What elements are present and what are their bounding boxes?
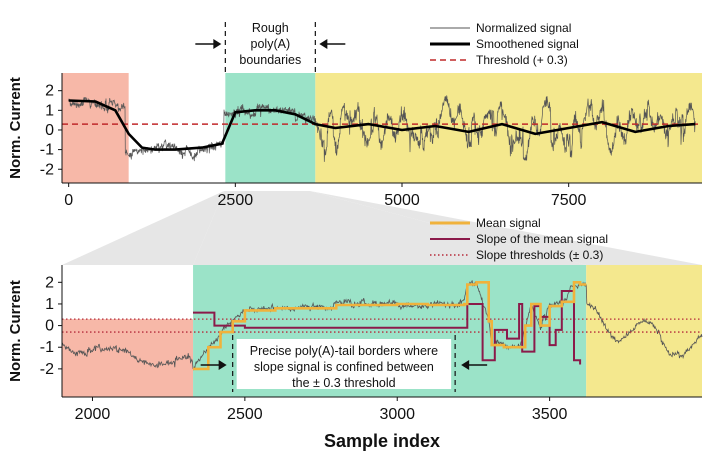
- x-tick-label-bottom: 2500: [227, 406, 263, 423]
- y-tick-label-top: -2: [40, 161, 54, 178]
- region-bottom-2: [586, 265, 702, 397]
- arrowhead-left-boundary: [213, 39, 222, 49]
- annotation-precise-background: [236, 339, 452, 389]
- series-mean-signal: [193, 281, 587, 371]
- y-tick-label-top: 1: [45, 102, 54, 119]
- series-slope-of-mean: [193, 290, 582, 365]
- y-axis-label-bottom: Norm. Current: [7, 280, 24, 382]
- annotation-rough-boundaries: boundaries: [239, 53, 301, 67]
- x-tick-label-bottom: 3000: [379, 406, 415, 423]
- zoom-connector-right: [310, 191, 702, 265]
- annotation-rough-boundaries: Rough: [252, 21, 289, 35]
- y-tick-label-top: 2: [45, 83, 54, 100]
- arrowhead-precise-right: [461, 360, 470, 370]
- x-tick-label-top: 0: [64, 192, 73, 209]
- annotation-rough-boundaries: poly(A): [251, 37, 291, 51]
- zoom-connector: [193, 191, 587, 265]
- legend-label-bottom-0: Mean signal: [476, 216, 541, 230]
- x-tick-label-bottom: 3500: [532, 406, 568, 423]
- series-normalized-signal-top: [68, 95, 696, 162]
- x-tick-label-top: 2500: [218, 192, 254, 209]
- legend-label-top-1: Smoothened signal: [476, 37, 579, 51]
- legend-label-top-0: Normalized signal: [476, 21, 571, 35]
- y-tick-label-bottom: -2: [40, 361, 54, 378]
- annotation-precise-borders: slope signal is confined between: [254, 360, 434, 374]
- region-top-0: [62, 73, 129, 183]
- arrowhead-precise-left: [218, 360, 227, 370]
- y-tick-label-bottom: 2: [45, 274, 54, 291]
- y-tick-label-bottom: 0: [45, 318, 54, 335]
- y-tick-label-top: -1: [40, 142, 54, 159]
- x-tick-label-bottom: 2000: [75, 406, 111, 423]
- y-axis-label-top: Norm. Current: [7, 77, 24, 179]
- annotation-precise-borders: Precise poly(A)-tail borders where: [250, 344, 438, 358]
- legend-label-bottom-2: Slope thresholds (± 0.3): [476, 248, 603, 262]
- region-top-1: [225, 73, 316, 183]
- annotation-precise-borders: the ± 0.3 threshold: [292, 376, 396, 390]
- series-smoothened-signal: [68, 99, 696, 151]
- zoom-connector-left: [62, 191, 224, 265]
- x-tick-label-top: 7500: [551, 192, 587, 209]
- legend-label-top-2: Threshold (+ 0.3): [476, 53, 568, 67]
- y-tick-label-bottom: 1: [45, 296, 54, 313]
- legend-label-bottom-1: Slope of the mean signal: [476, 232, 608, 246]
- y-tick-label-top: 0: [45, 122, 54, 139]
- x-tick-label-top: 5000: [384, 192, 420, 209]
- arrowhead-right-boundary: [319, 39, 328, 49]
- region-bottom-0: [62, 319, 194, 397]
- x-axis-label-bottom: Sample index: [324, 431, 440, 451]
- y-tick-label-bottom: -1: [40, 339, 54, 356]
